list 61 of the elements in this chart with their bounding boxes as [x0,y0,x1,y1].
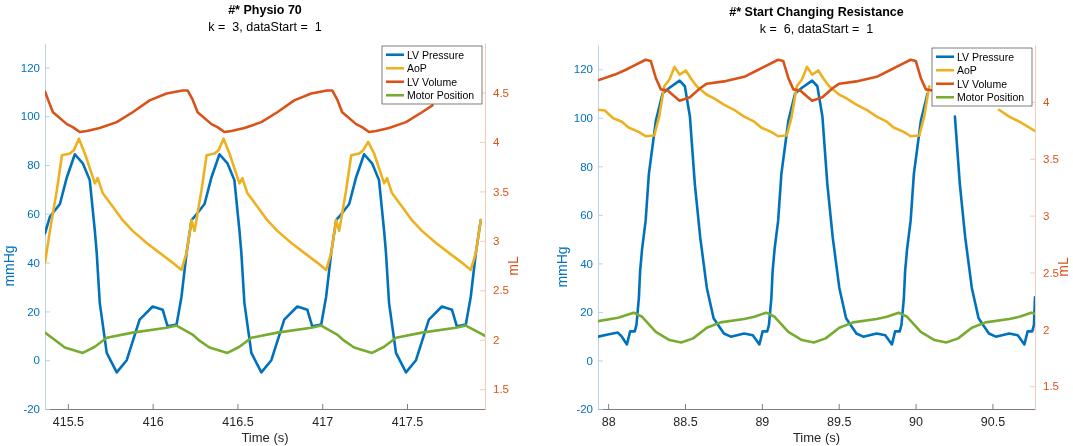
x-axis-title: Time (s) [241,430,289,445]
x-tick-label: 89.5 [827,414,852,429]
x-tick-label: 415.5 [52,414,85,429]
y2-tick-label: 3 [493,235,500,248]
y2-tick-label: 2.5 [493,284,509,297]
x-tick-label: 88 [601,414,616,429]
line-series [598,311,1035,344]
y-tick-label: 80 [27,159,40,172]
legend-label: AoP [957,64,977,77]
y-tick-label: 20 [27,305,40,318]
y-tick-label: 0 [586,354,593,367]
x-tick-label: 416 [142,414,164,429]
y-tick-label: 40 [580,257,593,270]
x-tick-label: 90 [909,414,924,429]
legend-label: LV Pressure [957,50,1015,63]
legend-label: AoP [407,62,427,75]
y2-tick-label: 3.5 [1043,152,1059,165]
y2-tick-label: 4 [493,136,500,149]
y2-tick-label: 1.5 [493,383,509,396]
line-series [45,137,483,272]
x-tick-label: 90.5 [980,414,1006,429]
legend-label: LV Volume [407,75,458,88]
x-tick-label: 417.5 [391,414,424,429]
chart-subtitle: k = 6, dataStart = 1 [759,22,874,36]
y2-tick-label: 3 [1043,209,1050,222]
y-tick-label: -20 [576,403,593,416]
line-series [45,89,434,134]
y2-tick-label: 3.5 [493,185,509,198]
y-tick-label: 40 [27,256,40,269]
y2-tick-label: 2 [493,333,500,346]
y-axis-title: mmHg [1,245,17,287]
x-tick-label: 417 [312,414,334,429]
y-tick-label: 60 [27,207,40,220]
legend-label: Motor Position [957,91,1025,104]
y-tick-label: 120 [20,61,40,74]
line-series [45,324,485,355]
x-tick-label: 88.5 [673,414,698,429]
y-axis-title: mmHg [554,246,570,288]
chart-title: #* Start Changing Resistance [729,5,904,19]
y-tick-label: 0 [33,354,40,367]
x-tick-label: 416.5 [222,414,254,429]
y-tick-label: 120 [573,63,593,76]
chart-subtitle: k = 3, dataStart = 1 [208,20,322,34]
x-axis-title: Time (s) [792,430,841,445]
y-tick-label: 80 [580,160,593,173]
y2-tick-label: 2 [1043,323,1050,336]
y2-tick-label: 4.5 [493,86,509,99]
x-tick-label: 89 [755,414,770,429]
chart-title: #* Physio 70 [228,3,302,17]
y-tick-label: 100 [573,111,593,124]
legend-label: Motor Position [407,89,475,102]
y-tick-label: 60 [580,209,593,222]
y2-tick-label: 4 [1043,96,1050,109]
y2-tick-label: 2.5 [1043,266,1059,279]
y-tick-label: -20 [23,403,40,416]
legend-label: LV Pressure [407,48,465,61]
y-tick-label: 20 [580,306,593,319]
y2-axis-title: mL [505,256,521,276]
legend-label: LV Volume [957,77,1008,90]
y2-tick-label: 1.5 [1043,380,1059,393]
y-tick-label: 100 [20,110,40,123]
